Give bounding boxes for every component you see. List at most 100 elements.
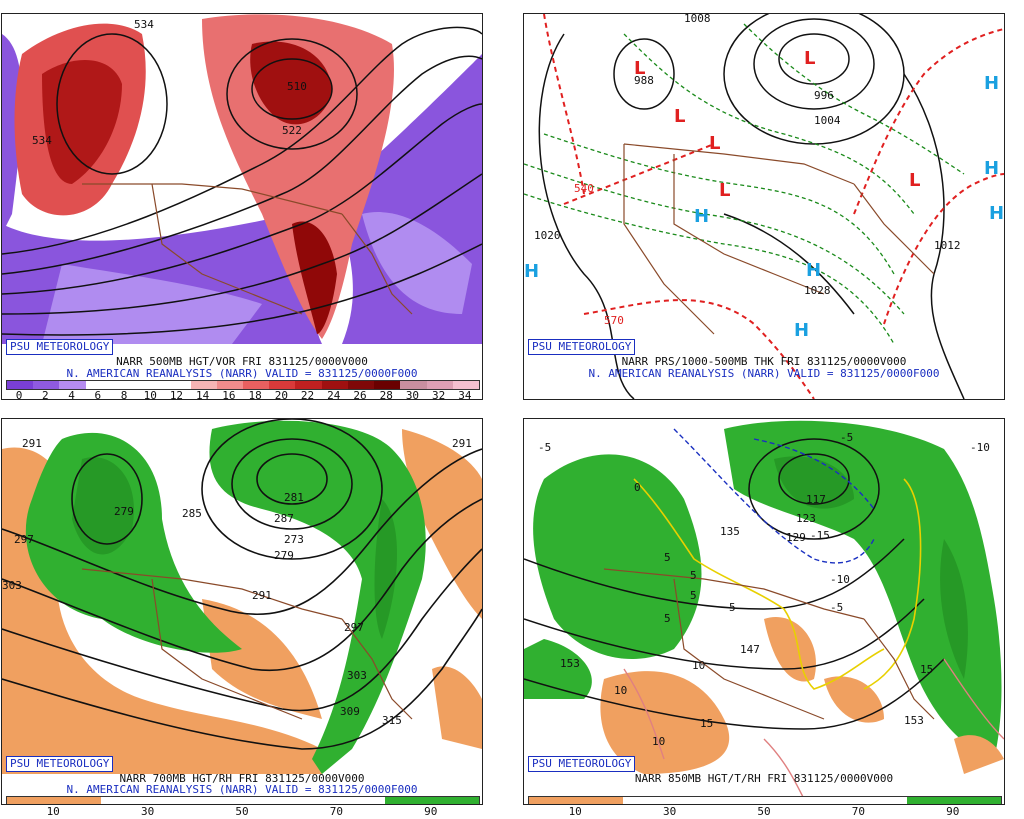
colorbar-label: 70 <box>329 805 344 818</box>
contour-label: 534 <box>32 134 52 147</box>
colorbar-swatch <box>101 797 196 804</box>
contour-label: -10 <box>830 573 850 586</box>
colorbar-swatch <box>529 797 624 804</box>
colorbar-swatch <box>190 381 217 389</box>
colorbar-label: 28 <box>379 389 393 400</box>
colorbar-swatch <box>384 797 479 804</box>
contour-label: 281 <box>284 491 304 504</box>
colorbar-swatch <box>347 381 375 389</box>
contour-label: 5 <box>729 601 736 614</box>
psu-meteorology-badge: PSU METEOROLOGY <box>528 756 636 772</box>
psu-meteorology-badge: PSU METEOROLOGY <box>6 756 114 772</box>
colorbar-swatch <box>216 381 243 389</box>
low-pressure-center: L <box>709 133 720 154</box>
isobar-label: 1020 <box>534 229 561 242</box>
colorbar-label: 18 <box>248 389 262 400</box>
colorbar-label: 10 <box>46 805 60 818</box>
high-pressure-center: H <box>694 206 709 227</box>
rh-colorbar <box>6 796 480 804</box>
contour-label: 279 <box>274 549 294 562</box>
colorbar-swatch <box>85 381 112 389</box>
contour-label: 291 <box>252 589 272 602</box>
low-pressure-center: L <box>804 48 815 69</box>
contour-label: -5 <box>830 601 843 614</box>
contour-label: 303 <box>2 579 22 592</box>
high-pressure-center: H <box>984 158 999 179</box>
colorbar-label: 4 <box>68 389 75 400</box>
colorbar-label: 22 <box>300 389 315 400</box>
high-pressure-center: H <box>984 73 999 94</box>
colorbar-label: 8 <box>120 389 128 400</box>
colorbar-label: 6 <box>94 389 102 400</box>
low-pressure-center: L <box>634 58 645 79</box>
vorticity-colorbar-labels: 0 2 4 6 8 10 12 14 16 18 20 22 24 26 28 30 32 34 <box>6 389 478 400</box>
isobar-label: 1008 <box>684 14 711 25</box>
colorbar-swatch <box>59 381 86 389</box>
contour-label: 285 <box>182 507 202 520</box>
colorbar-swatch <box>717 797 813 804</box>
colorbar-swatch <box>290 797 385 804</box>
contour-label: 297 <box>344 621 364 634</box>
contour-label: 297 <box>14 533 34 546</box>
rh-colorbar-labels: 10 30 50 70 90 <box>6 805 478 818</box>
colorbar-label: 30 <box>140 805 155 818</box>
colorbar-label: 20 <box>274 389 288 400</box>
contour-label: -10 <box>970 441 990 454</box>
colorbar-label: 16 <box>222 389 236 400</box>
isobar-label: 988 <box>634 74 654 87</box>
contour-label: 10 <box>614 684 627 697</box>
colorbar-swatch <box>906 797 1001 804</box>
contour-label: 5 <box>664 551 671 564</box>
colorbar-label: 90 <box>946 805 960 818</box>
colorbar-swatch <box>195 797 291 804</box>
colorbar-swatch <box>33 381 60 389</box>
panel-subtitle: N. AMERICAN REANALYSIS (NARR) VALID = 83… <box>66 783 418 796</box>
colorbar-swatch <box>7 797 102 804</box>
map-pressure: 1008 988 996 1004 1012 1020 1028 540 570… <box>524 14 1004 399</box>
colorbar-swatch <box>111 381 139 389</box>
contour-label: 0 <box>634 481 641 494</box>
contour-label: 147 <box>740 643 760 656</box>
colorbar-label: 32 <box>432 389 446 400</box>
colorbar-label: 10 <box>568 805 582 818</box>
map-850mb: -5 -5 -10 135 117 123 129 -15 -10 -5 5 5… <box>524 419 1004 804</box>
colorbar-swatch <box>269 381 296 389</box>
colorbar-label: 34 <box>458 389 472 400</box>
isobar-label: 1004 <box>814 114 841 127</box>
contour-label: 534 <box>134 18 154 31</box>
colorbar-swatch <box>812 797 907 804</box>
colorbar-label: 12 <box>169 389 184 400</box>
isobar-label: 1028 <box>804 284 831 297</box>
colorbar-swatch <box>242 381 270 389</box>
map-500mb: 534 510 522 534 <box>2 14 482 399</box>
thickness-label: 540 <box>574 182 594 195</box>
panel-title: NARR 500MB HGT/VOR FRI 831125/0000V000 <box>116 355 368 368</box>
vorticity-colorbar <box>6 380 480 390</box>
contour-label: 309 <box>340 705 360 718</box>
panel-prs-thickness: 1008 988 996 1004 1012 1020 1028 540 570… <box>523 13 1005 400</box>
colorbar-label: 24 <box>327 389 341 400</box>
contour-label: 10 <box>652 735 665 748</box>
psu-meteorology-badge: PSU METEOROLOGY <box>528 339 636 355</box>
colorbar-label: 30 <box>405 389 420 400</box>
panel-subtitle: N. AMERICAN REANALYSIS (NARR) VALID = 83… <box>588 367 940 380</box>
colorbar-label: 0 <box>15 389 23 400</box>
colorbar-swatch <box>138 381 165 389</box>
high-pressure-center: H <box>524 261 539 282</box>
colorbar-label: 70 <box>851 805 866 818</box>
contour-label: 5 <box>690 569 697 582</box>
high-pressure-center: H <box>794 320 809 341</box>
contour-label: 273 <box>284 533 304 546</box>
contour-label: 10 <box>692 659 705 672</box>
low-pressure-center: L <box>909 170 920 191</box>
thickness-label: 570 <box>604 314 624 327</box>
colorbar-swatch <box>295 381 322 389</box>
contour-label: 123 <box>796 512 816 525</box>
colorbar-swatch <box>426 381 453 389</box>
contour-label: 315 <box>382 714 402 727</box>
panel-500mb-hgt-vor: 534 510 522 534 PSU METEOROLOGY NARR 500… <box>1 13 483 400</box>
psu-meteorology-badge: PSU METEOROLOGY <box>6 339 114 355</box>
contour-label: 5 <box>690 589 697 602</box>
colorbar-label: 2 <box>42 389 49 400</box>
rh-colorbar-labels: 10 30 50 70 90 <box>528 805 1000 818</box>
